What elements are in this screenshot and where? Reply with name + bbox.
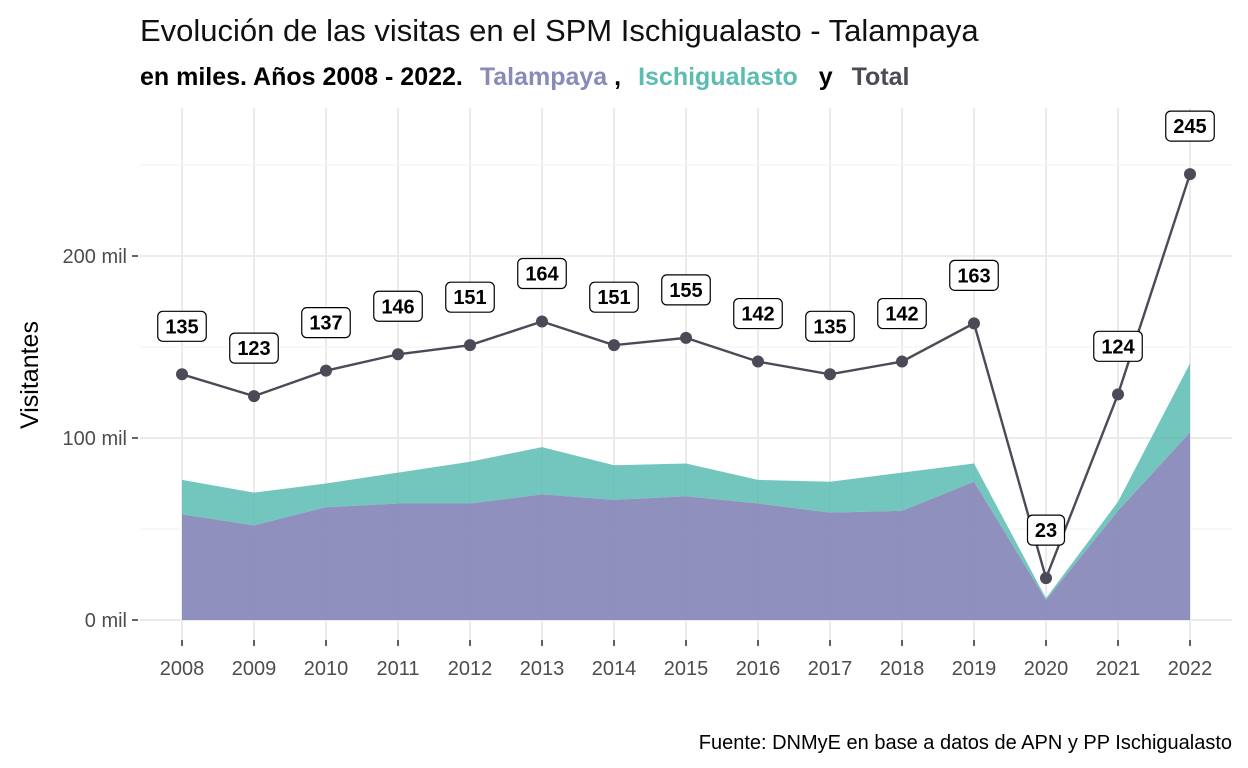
data-label: 142	[885, 304, 918, 326]
x-tick-label: 2019	[952, 658, 997, 680]
y-tick-label: 200 mil	[63, 246, 127, 268]
stacked-areas	[182, 363, 1190, 620]
subtitle-ischigualasto: Ischigualasto	[638, 63, 798, 91]
subtitle-talampaya: Talampaya	[480, 63, 608, 91]
x-tick-label: 2011	[376, 658, 419, 680]
subtitle-prefix: en miles. Años 2008 - 2022.	[140, 63, 463, 91]
data-label: 151	[597, 287, 630, 309]
total-point	[968, 317, 980, 330]
x-tick-label: 2015	[664, 658, 709, 680]
data-label: 155	[669, 280, 702, 302]
x-tick-label: 2013	[520, 658, 565, 680]
chart-title: Evolución de las visitas en el SPM Ischi…	[140, 13, 979, 48]
data-label-box	[1026, 514, 1066, 546]
data-label-box	[877, 297, 927, 330]
x-tick-label: 2022	[1168, 658, 1213, 680]
x-tick-label: 2009	[232, 658, 277, 680]
total-point	[752, 355, 764, 368]
subtitle-sep-comma: ,	[614, 63, 621, 91]
total-point	[896, 355, 908, 368]
y-tick-label: 100 mil	[63, 428, 127, 450]
y-axis-label: Visitantes	[16, 321, 44, 429]
data-label-box	[517, 257, 567, 290]
data-label: 23	[1035, 520, 1057, 542]
data-label-box	[157, 310, 207, 342]
data-label: 151	[453, 287, 486, 309]
total-point	[536, 315, 548, 328]
data-label-box	[1093, 330, 1143, 362]
subtitle-sep-y: y	[819, 63, 833, 91]
total-point	[320, 364, 332, 377]
total-line	[176, 168, 1196, 585]
data-label-box	[1165, 110, 1215, 142]
x-tick-label: 2012	[448, 658, 493, 680]
x-tick-label: 2010	[304, 658, 349, 680]
data-label: 142	[741, 304, 774, 326]
total-point	[608, 339, 620, 352]
area-ischigualasto	[182, 363, 1190, 600]
data-label-box	[301, 307, 351, 339]
subtitle-total: Total	[852, 63, 910, 91]
x-tick-label: 2021	[1096, 658, 1141, 680]
data-label: 164	[525, 264, 559, 286]
data-label: 123	[237, 338, 270, 360]
x-axis-ticks: 2008 2009 2010 2011 2012 2013 2014 2015 2016 2017…	[160, 640, 1213, 680]
x-tick-label: 2017	[808, 658, 853, 680]
total-point	[680, 331, 692, 344]
total-point	[176, 368, 188, 381]
data-label-box	[733, 297, 783, 330]
data-label: 135	[165, 316, 198, 338]
data-label-box	[229, 332, 279, 364]
x-tick-label: 2018	[880, 658, 925, 680]
total-point	[1040, 572, 1052, 585]
data-label-box	[445, 281, 495, 313]
y-tick-label: 0 mil	[85, 610, 127, 632]
x-tick-label: 2014	[592, 658, 637, 680]
x-tick-label: 2016	[736, 658, 781, 680]
data-label-box	[661, 274, 711, 306]
data-labels: 135 123 137 146 151 164 151 155 142 135 142 163 23 12…	[157, 110, 1215, 546]
data-label: 137	[309, 313, 342, 335]
total-point	[392, 348, 404, 361]
data-label-box	[805, 310, 855, 342]
data-label-box	[373, 290, 423, 322]
total-point	[1112, 388, 1124, 401]
y-axis-ticks: 0 mil 100 mil 200 mil	[63, 246, 138, 632]
data-label: 135	[813, 316, 846, 338]
total-point	[248, 390, 260, 403]
data-label: 245	[1173, 116, 1206, 138]
x-tick-label: 2008	[160, 658, 205, 680]
data-label: 124	[1101, 336, 1135, 358]
area-talampaya	[182, 432, 1190, 620]
total-point	[1184, 168, 1196, 181]
data-label: 146	[381, 296, 414, 318]
chart-caption: Fuente: DNMyE en base a datos de APN y P…	[699, 732, 1232, 754]
total-point	[464, 339, 476, 352]
chart-subtitle: en miles. Años 2008 - 2022. Talampaya , …	[140, 63, 910, 91]
data-label-box	[589, 281, 639, 313]
data-label-box	[949, 259, 999, 291]
total-point	[824, 368, 836, 381]
x-tick-label: 2020	[1024, 658, 1069, 680]
data-label: 163	[957, 265, 990, 287]
